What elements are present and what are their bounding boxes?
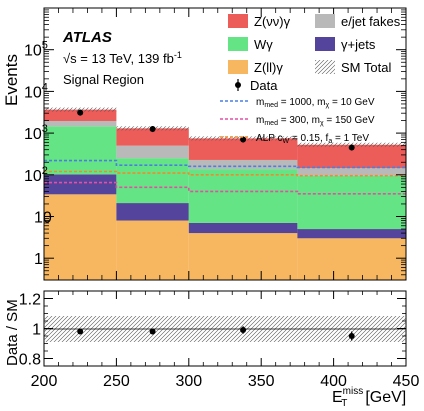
stack-bar bbox=[297, 238, 406, 280]
data-point bbox=[77, 109, 84, 116]
legend-label: e/jet fakes bbox=[341, 14, 401, 29]
y-tick-exp: 2 bbox=[42, 165, 48, 177]
stack-bar bbox=[44, 174, 117, 195]
stack-bar bbox=[188, 233, 298, 280]
x-tick-label: 450 bbox=[393, 373, 420, 390]
legend: Z(νν)γ e/jet fakes Wγ γ+jets Z(ll)γ SM Total D… bbox=[220, 14, 401, 145]
x-tick-label: 200 bbox=[31, 373, 58, 390]
ratio-point bbox=[77, 328, 84, 335]
legend-swatch bbox=[228, 37, 248, 51]
legend-swatch bbox=[228, 60, 248, 74]
ratio-point bbox=[149, 328, 156, 335]
y-tick-base: 10 bbox=[24, 43, 42, 60]
ratio-panel: 0.8 1 1.2 Data / SM bbox=[4, 290, 407, 369]
y-tick-label: 102 bbox=[24, 165, 48, 185]
ratio-y-tick-label: 1 bbox=[32, 322, 41, 339]
legend-swatch-sm-total bbox=[315, 60, 335, 74]
legend-label: SM Total bbox=[341, 60, 391, 75]
x-tick-label: 250 bbox=[103, 373, 130, 390]
y-tick-label: 105 bbox=[24, 40, 48, 60]
y-tick-label: 104 bbox=[24, 81, 48, 101]
legend-signal-label: ALP cW = 0.15, fa = 1 TeV bbox=[256, 133, 369, 145]
y-tick-base: 1 bbox=[34, 251, 43, 268]
region-label: Signal Region bbox=[63, 72, 144, 87]
legend-swatch bbox=[228, 14, 248, 28]
data-point bbox=[240, 136, 247, 143]
stack-bar bbox=[297, 229, 406, 239]
x-axis-label-sub: T bbox=[341, 398, 347, 409]
legend-signal-label: mmed = 1000, mχ = 10 GeV bbox=[256, 97, 375, 109]
data-point bbox=[149, 126, 156, 133]
stack-bar bbox=[188, 169, 298, 223]
y-tick-exp: 5 bbox=[42, 40, 48, 52]
stack-bar bbox=[188, 159, 298, 170]
legend-label: γ+jets bbox=[341, 37, 376, 52]
stack-bar bbox=[116, 145, 189, 159]
legend-label: Z(ll)γ bbox=[254, 60, 283, 75]
legend-signal-label: mmed = 300, mχ = 150 GeV bbox=[256, 115, 375, 127]
stack-bar bbox=[116, 203, 189, 221]
legend-label: Z(νν)γ bbox=[254, 14, 291, 29]
x-tick-label: 350 bbox=[248, 373, 275, 390]
y-axis-label: Events bbox=[2, 54, 21, 106]
stack-bar bbox=[44, 126, 117, 175]
legend-swatch bbox=[315, 37, 335, 51]
y-tick-exp: 3 bbox=[42, 123, 48, 135]
ratio-y-tick-label: 1.2 bbox=[19, 292, 41, 309]
signal-line bbox=[44, 159, 406, 169]
stack-bar bbox=[188, 138, 298, 160]
ratio-point bbox=[240, 327, 247, 333]
x-tick-label: 400 bbox=[320, 373, 347, 390]
y-tick-label: 103 bbox=[24, 123, 48, 143]
x-axis-label-sup: miss bbox=[343, 386, 364, 397]
ratio-point bbox=[348, 333, 355, 339]
stack-bar bbox=[188, 222, 298, 234]
x-axis-label: Emiss T [GeV] bbox=[332, 386, 406, 409]
data-point bbox=[348, 144, 355, 151]
signal-line bbox=[44, 181, 406, 195]
energy-label-main: √s = 13 TeV, 139 fb bbox=[63, 51, 174, 66]
stack-bar bbox=[297, 168, 406, 176]
ratio-y-axis-label: Data / SM bbox=[4, 299, 21, 366]
main-frame bbox=[43, 7, 407, 281]
y-tick-base: 10 bbox=[24, 126, 42, 143]
energy-label-sup: -1 bbox=[174, 50, 182, 60]
x-axis-label-unit: [GeV] bbox=[365, 389, 406, 406]
legend-label: Wγ bbox=[254, 37, 273, 52]
x-tick-label: 300 bbox=[175, 373, 202, 390]
signal-line bbox=[44, 170, 406, 177]
stack-bar bbox=[44, 120, 117, 127]
y-tick-base: 10 bbox=[34, 209, 52, 226]
ratio-y-tick-label: 0.8 bbox=[19, 352, 41, 369]
energy-label: √s = 13 TeV, 139 fb-1 bbox=[63, 50, 182, 66]
legend-label: Data bbox=[250, 78, 278, 93]
legend-swatch bbox=[315, 14, 335, 28]
y-tick-label: 10 bbox=[34, 209, 52, 226]
stack-bar bbox=[44, 194, 117, 280]
stack-bar bbox=[297, 175, 406, 230]
stack-bar bbox=[116, 220, 189, 280]
atlas-label: ATLAS bbox=[62, 29, 112, 46]
x-axis-label-main: E bbox=[332, 389, 343, 406]
y-tick-base: 10 bbox=[24, 168, 42, 185]
y-tick-label: 1 bbox=[34, 251, 43, 268]
legend-data-marker bbox=[235, 82, 241, 88]
y-tick-base: 10 bbox=[24, 84, 42, 101]
stack-bar bbox=[297, 144, 406, 169]
y-tick-exp: 4 bbox=[42, 81, 48, 93]
stack-bar bbox=[116, 128, 189, 146]
